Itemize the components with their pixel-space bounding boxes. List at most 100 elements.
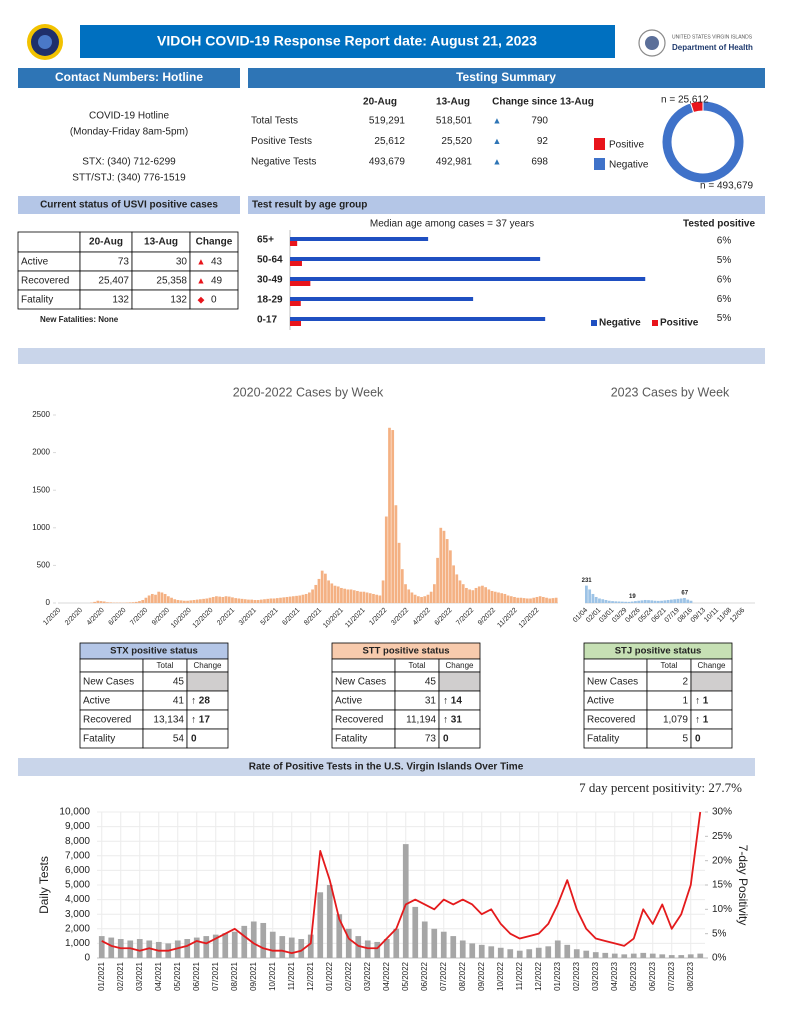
cell-value: 25,520 — [441, 136, 472, 147]
y2-tick-label: 20% — [712, 855, 732, 866]
cell-value: 132 — [112, 295, 129, 306]
x-tick-label: 07/2021 — [211, 961, 220, 990]
y-tick-label: 2,000 — [65, 923, 90, 934]
bar — [199, 599, 202, 603]
bar — [440, 931, 447, 958]
bar — [497, 592, 500, 603]
table-cell — [690, 671, 733, 692]
section-title: Test result by age group — [252, 200, 367, 211]
cell-value: 518,501 — [436, 116, 473, 127]
column-header: Change since 13-Aug — [492, 97, 594, 108]
table-cell — [79, 658, 144, 673]
x-tick-label: 8/2021 — [303, 607, 323, 627]
table-cell — [583, 658, 648, 673]
cell-value: 132 — [170, 295, 187, 306]
bar — [461, 584, 465, 603]
y-tick-label: 3,000 — [65, 909, 90, 920]
y2-tick-label: 5% — [712, 928, 727, 939]
y-tick-label: 7,000 — [65, 850, 90, 861]
cell-value: ↑ 1 — [695, 696, 709, 707]
column-header: 20-Aug — [363, 97, 397, 108]
bar — [195, 599, 199, 603]
x-tick-label: 09/2022 — [477, 961, 486, 990]
section-title: Testing Summary — [456, 70, 556, 84]
bar — [378, 595, 382, 603]
bar — [288, 596, 292, 603]
x-tick-label: 08/2022 — [458, 961, 467, 990]
legend-swatch — [652, 320, 658, 326]
cell-value: 54 — [173, 734, 185, 745]
bar — [535, 947, 542, 958]
x-tick-label: 08/2021 — [230, 961, 239, 990]
contact-line: STX: (340) 712-6299 — [82, 157, 176, 168]
bar — [179, 600, 183, 603]
change-arrow: ▲ — [493, 136, 502, 146]
y2-tick-label: 0% — [712, 953, 727, 964]
bar — [465, 587, 468, 603]
bar — [317, 892, 324, 958]
bar — [333, 585, 337, 603]
bar — [602, 952, 609, 958]
cell-value: ↑ 1 — [695, 715, 709, 726]
cell-value: 25,407 — [98, 276, 129, 287]
bar — [301, 594, 305, 603]
bar — [668, 955, 675, 958]
bar — [391, 430, 395, 603]
bar — [697, 953, 704, 958]
y-tick-label: 500 — [37, 561, 51, 570]
contact-line: COVID-19 Hotline — [89, 111, 169, 122]
section-header — [18, 68, 240, 88]
bar — [525, 598, 529, 603]
bar — [173, 599, 177, 603]
bar — [307, 934, 314, 958]
data-label: 19 — [629, 594, 636, 600]
bar — [290, 281, 311, 286]
cell-value: 13,134 — [153, 715, 184, 726]
cell-value: 5 — [682, 734, 688, 745]
chart-title: 2020-2022 Cases by Week — [233, 385, 384, 399]
bar — [564, 944, 571, 958]
x-tick-label: 11/2022 — [515, 961, 524, 990]
x-tick-label: 10/2020 — [170, 607, 193, 630]
bar — [676, 598, 680, 603]
column-header: 13-Aug — [144, 237, 178, 248]
bar — [585, 585, 588, 603]
x-tick-label: 05/2021 — [173, 961, 182, 990]
bar — [290, 241, 298, 246]
data-label: n = 25,612 — [661, 95, 709, 106]
y2-tick-label: 15% — [712, 880, 732, 891]
bar — [663, 600, 667, 603]
bar — [282, 597, 286, 603]
bar — [336, 914, 343, 958]
cell-value: 41 — [173, 696, 185, 707]
vidoh-logo — [27, 24, 63, 60]
column-header: 13-Aug — [436, 97, 470, 108]
x-tick-label: 02/2023 — [572, 961, 581, 990]
bar — [241, 925, 248, 958]
bar — [459, 940, 466, 958]
y-tick-label: 1,000 — [65, 938, 90, 949]
cell-value: 31 — [425, 696, 437, 707]
bar — [212, 934, 219, 958]
bar — [630, 953, 637, 958]
bar — [436, 557, 439, 603]
bar — [192, 599, 196, 603]
legend-label: Negative — [609, 160, 649, 171]
bar — [624, 601, 628, 603]
bar — [99, 601, 103, 603]
bar — [604, 599, 608, 603]
seal-center — [645, 36, 659, 50]
column-header: Change — [697, 661, 726, 670]
cell-value: 43 — [211, 257, 223, 268]
cell-value: 0 — [211, 295, 217, 306]
bar — [643, 599, 647, 603]
bar — [506, 595, 510, 603]
bar — [679, 598, 683, 603]
bar — [269, 931, 276, 958]
bar — [166, 596, 170, 603]
bar — [452, 565, 455, 603]
bar — [469, 943, 476, 958]
bar — [416, 596, 420, 603]
bar — [423, 596, 427, 603]
bar — [170, 597, 173, 603]
